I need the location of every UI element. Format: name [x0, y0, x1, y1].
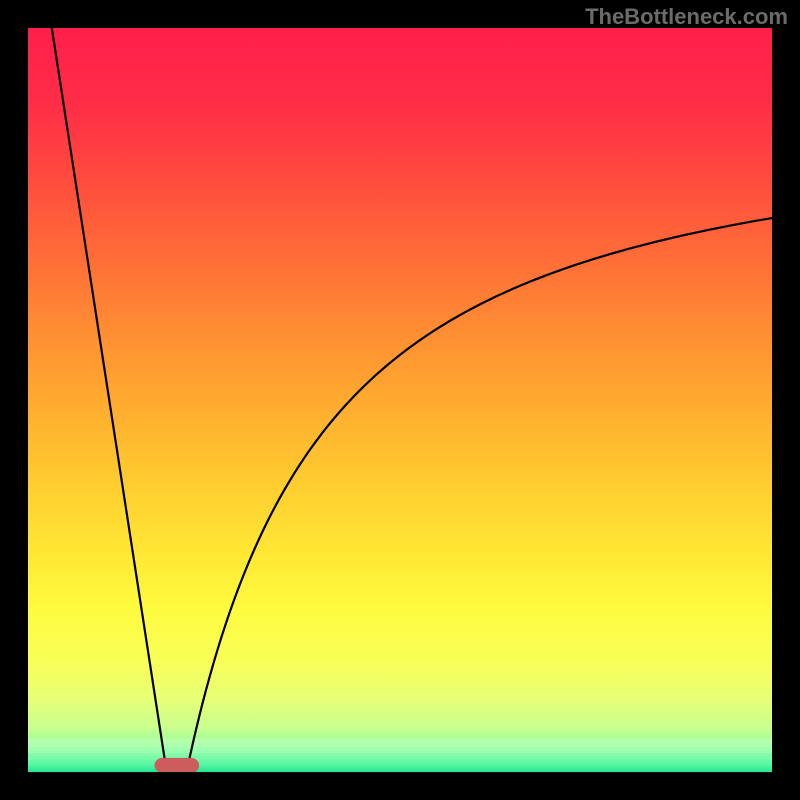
watermark-text: TheBottleneck.com — [585, 4, 788, 30]
chart-svg — [0, 0, 800, 800]
chart-background — [28, 28, 772, 772]
bottleneck-chart: TheBottleneck.com — [0, 0, 800, 800]
watermark-band — [28, 739, 772, 773]
min-marker — [154, 758, 199, 773]
